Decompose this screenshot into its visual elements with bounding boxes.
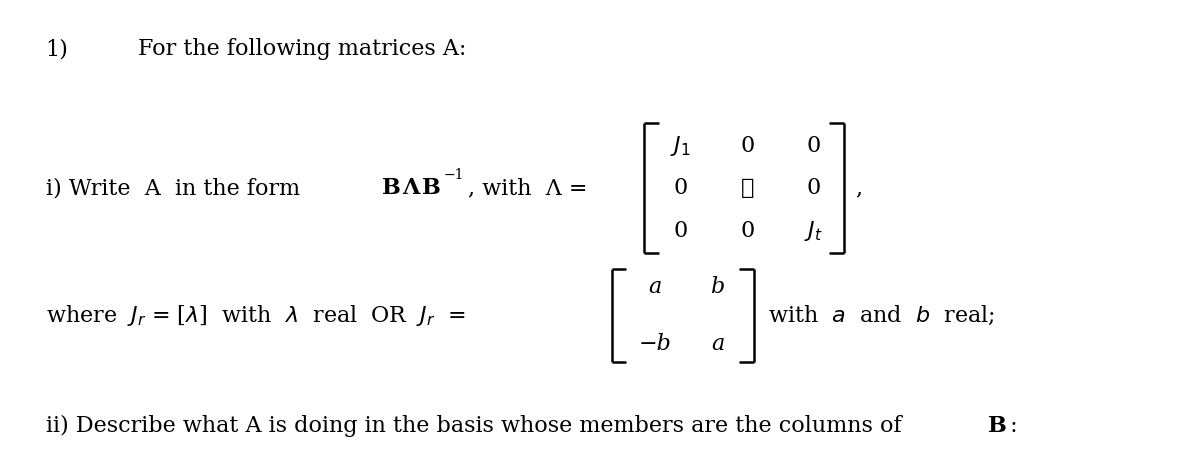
Text: 0: 0 [740,135,755,157]
Text: −1: −1 [444,168,464,182]
Text: For the following matrices A:: For the following matrices A: [138,39,467,60]
Text: :: : [1003,415,1018,437]
Text: with  $a$  and  $b$  real;: with $a$ and $b$ real; [768,304,995,327]
Text: $J_t$: $J_t$ [804,219,823,243]
Text: where  $J_r$ = [$\lambda$]  with  $\lambda$  real  OR  $J_r$  =: where $J_r$ = [$\lambda$] with $\lambda$… [46,303,466,328]
Text: a: a [710,333,725,355]
Text: 0: 0 [740,220,755,242]
Text: B: B [422,178,442,199]
Text: B: B [382,178,401,199]
Text: B: B [988,415,1007,437]
Text: a: a [648,276,662,298]
Text: ii) Describe what A is doing in the basis whose members are the columns of: ii) Describe what A is doing in the basi… [46,415,916,437]
Text: Λ: Λ [402,178,419,199]
Text: 0: 0 [806,178,821,199]
Text: i) Write  A  in the form: i) Write A in the form [46,178,314,199]
Text: $J_1$: $J_1$ [670,134,691,158]
Text: ⋱: ⋱ [740,178,755,199]
Text: 1): 1) [46,39,68,60]
Text: ,: , [856,178,863,199]
Text: −b: −b [638,333,672,355]
Text: b: b [710,276,725,298]
Text: 0: 0 [673,178,688,199]
Text: 0: 0 [673,220,688,242]
Text: , with  Λ =: , with Λ = [468,178,588,199]
Text: 0: 0 [806,135,821,157]
